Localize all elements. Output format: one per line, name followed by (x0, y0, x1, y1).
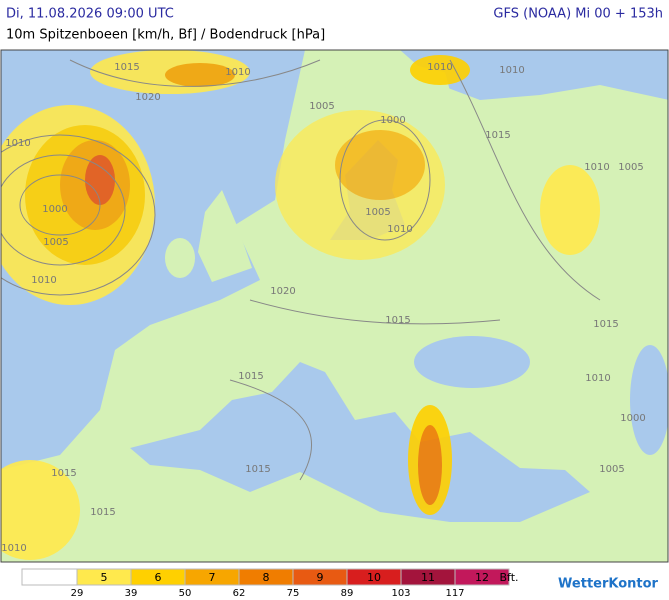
isobar-label: 1010 (225, 67, 250, 78)
legend-kmh: 117 (445, 588, 464, 599)
legend-bft: 10 (367, 571, 381, 584)
isobar-label: 1010 (585, 373, 610, 384)
isobar-label: 1015 (90, 507, 115, 518)
isobar-label: 1015 (485, 130, 510, 141)
isobar-label: 1015 (114, 62, 139, 73)
legend-swatch (454, 568, 510, 586)
isobar-label: 1010 (584, 162, 609, 173)
isobar-label: 1010 (5, 138, 30, 149)
legend-bft: 5 (101, 571, 108, 584)
isobar-label: 1015 (51, 468, 76, 479)
legend-unit: Bft. (499, 571, 518, 584)
legend-kmh: 103 (391, 588, 410, 599)
isobar-label: 1000 (42, 204, 67, 215)
isobar-label: 1015 (385, 315, 410, 326)
isobar-label: 1005 (365, 207, 390, 218)
isobar-label: 1020 (270, 286, 295, 297)
legend-kmh: 75 (287, 588, 300, 599)
legend-kmh: 89 (341, 588, 354, 599)
header-date: Di, 11.08.2026 09:00 UTC (6, 7, 174, 22)
legend-bft: 11 (421, 571, 435, 584)
mediterranean (130, 362, 590, 522)
black-sea (414, 336, 530, 388)
legend-bft: 8 (263, 571, 270, 584)
legend-kmh: 29 (71, 588, 84, 599)
isobar-labels: 1015 1010 1020 1010 1005 1000 1000 1005 1010 1005… (1, 62, 645, 554)
legend-kmh: 50 (179, 588, 192, 599)
isobar-label: 1005 (618, 162, 643, 173)
legend-bft: 6 (155, 571, 162, 584)
isobar-label: 1010 (387, 224, 412, 235)
map (1, 50, 668, 562)
isobar-label: 1010 (427, 62, 452, 73)
ireland (165, 238, 195, 278)
isobar-label: 1010 (499, 65, 524, 76)
header-model: GFS (NOAA) Mi 00 + 153h (493, 7, 663, 22)
arctic (400, 50, 668, 100)
legend-swatch (21, 568, 78, 586)
isobar-label: 1010 (1, 543, 26, 554)
legend-kmh: 62 (233, 588, 246, 599)
wind-areas (1, 50, 600, 560)
isobars (1, 59, 601, 481)
isobar-label: 1000 (620, 413, 645, 424)
uk (198, 190, 252, 282)
legend-bft: 12 (475, 571, 489, 584)
logo: WetterKontor (558, 577, 659, 592)
legend-bft: 9 (317, 571, 324, 584)
isobar-label: 1020 (135, 92, 160, 103)
isobar-label: 1005 (599, 464, 624, 475)
legend: 5 6 7 8 9 10 11 12 Bft.29 39 50 62 75 89 103 117 (21, 568, 519, 599)
map-border (0, 49, 669, 563)
isobar-label: 1015 (238, 371, 263, 382)
legend-kmh: 39 (125, 588, 138, 599)
header-subtitle: 10m Spitzenboeen [km/h, Bf] / Bodendruck… (6, 28, 325, 43)
caspian (630, 345, 668, 455)
isobar-label: 1010 (31, 275, 56, 286)
isobar-label: 1015 (593, 319, 618, 330)
isobar-label: 1005 (309, 101, 334, 112)
isobar-label: 1000 (380, 115, 405, 126)
isobar-label: 1015 (245, 464, 270, 475)
isobar-label: 1005 (43, 237, 68, 248)
legend-bft: 7 (209, 571, 216, 584)
